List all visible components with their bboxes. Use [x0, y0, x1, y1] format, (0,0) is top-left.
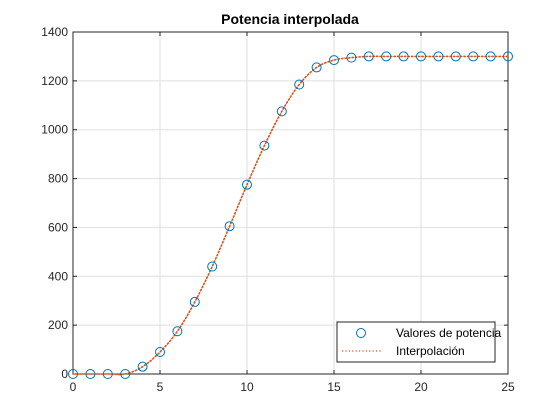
- y-tick-label: 600: [48, 220, 68, 234]
- legend: Valores de potencia Interpolación: [336, 321, 502, 363]
- legend-label-series-2: Interpolación: [396, 344, 465, 358]
- x-tick-label: 5: [157, 380, 164, 394]
- interpolation-series: [72, 55, 509, 376]
- legend-marker-circle: [356, 328, 366, 338]
- x-tick-label: 20: [414, 380, 428, 394]
- data-point-marker: [363, 51, 374, 62]
- y-tick-label: 200: [48, 318, 68, 332]
- x-tick-label: 10: [240, 380, 254, 394]
- x-tick-label: 15: [327, 380, 341, 394]
- x-tick-label: 25: [501, 380, 515, 394]
- interpolation-line: [72, 55, 509, 376]
- data-point-marker: [137, 361, 148, 372]
- data-point-marker: [450, 51, 461, 62]
- data-point-marker: [224, 221, 235, 232]
- data-point-marker: [485, 51, 496, 62]
- data-point-marker: [381, 51, 392, 62]
- data-point-marker: [346, 52, 357, 63]
- y-tick-label: 1000: [41, 123, 68, 137]
- data-point-marker: [276, 106, 287, 117]
- data-point-marker: [189, 296, 200, 307]
- legend-label-series-1: Valores de potencia: [396, 326, 502, 340]
- data-point-marker: [259, 140, 270, 151]
- data-point-marker: [433, 51, 444, 62]
- data-point-marker: [68, 369, 78, 379]
- data-point-marker: [398, 51, 409, 62]
- data-point-marker: [102, 369, 113, 379]
- y-tick-label: 1200: [41, 74, 68, 88]
- y-tick-label: 400: [48, 269, 68, 283]
- x-tick-label: 0: [70, 380, 77, 394]
- data-point-marker: [416, 51, 426, 62]
- data-point-marker: [85, 369, 96, 379]
- data-point-marker: [294, 79, 305, 90]
- data-point-marker: [329, 55, 339, 66]
- data-point-marker: [311, 62, 322, 73]
- y-tick-label: 0: [61, 367, 68, 381]
- data-point-marker: [468, 51, 479, 62]
- chart-title: Potencia interpolada: [221, 11, 359, 27]
- data-point-marker: [242, 179, 252, 190]
- data-point-marker: [503, 51, 513, 62]
- data-point-marker: [155, 347, 165, 358]
- power-values-series: [68, 51, 513, 379]
- data-point-marker: [120, 369, 131, 379]
- axes-box: [72, 31, 509, 375]
- axis-ticks: 0 5 10 15 20 25 0 200 400 600 800 1000 1200 1400: [41, 25, 515, 394]
- data-point-marker: [207, 261, 218, 272]
- data-point-marker: [172, 326, 183, 337]
- y-tick-label: 800: [48, 172, 68, 186]
- y-tick-label: 1400: [41, 25, 68, 39]
